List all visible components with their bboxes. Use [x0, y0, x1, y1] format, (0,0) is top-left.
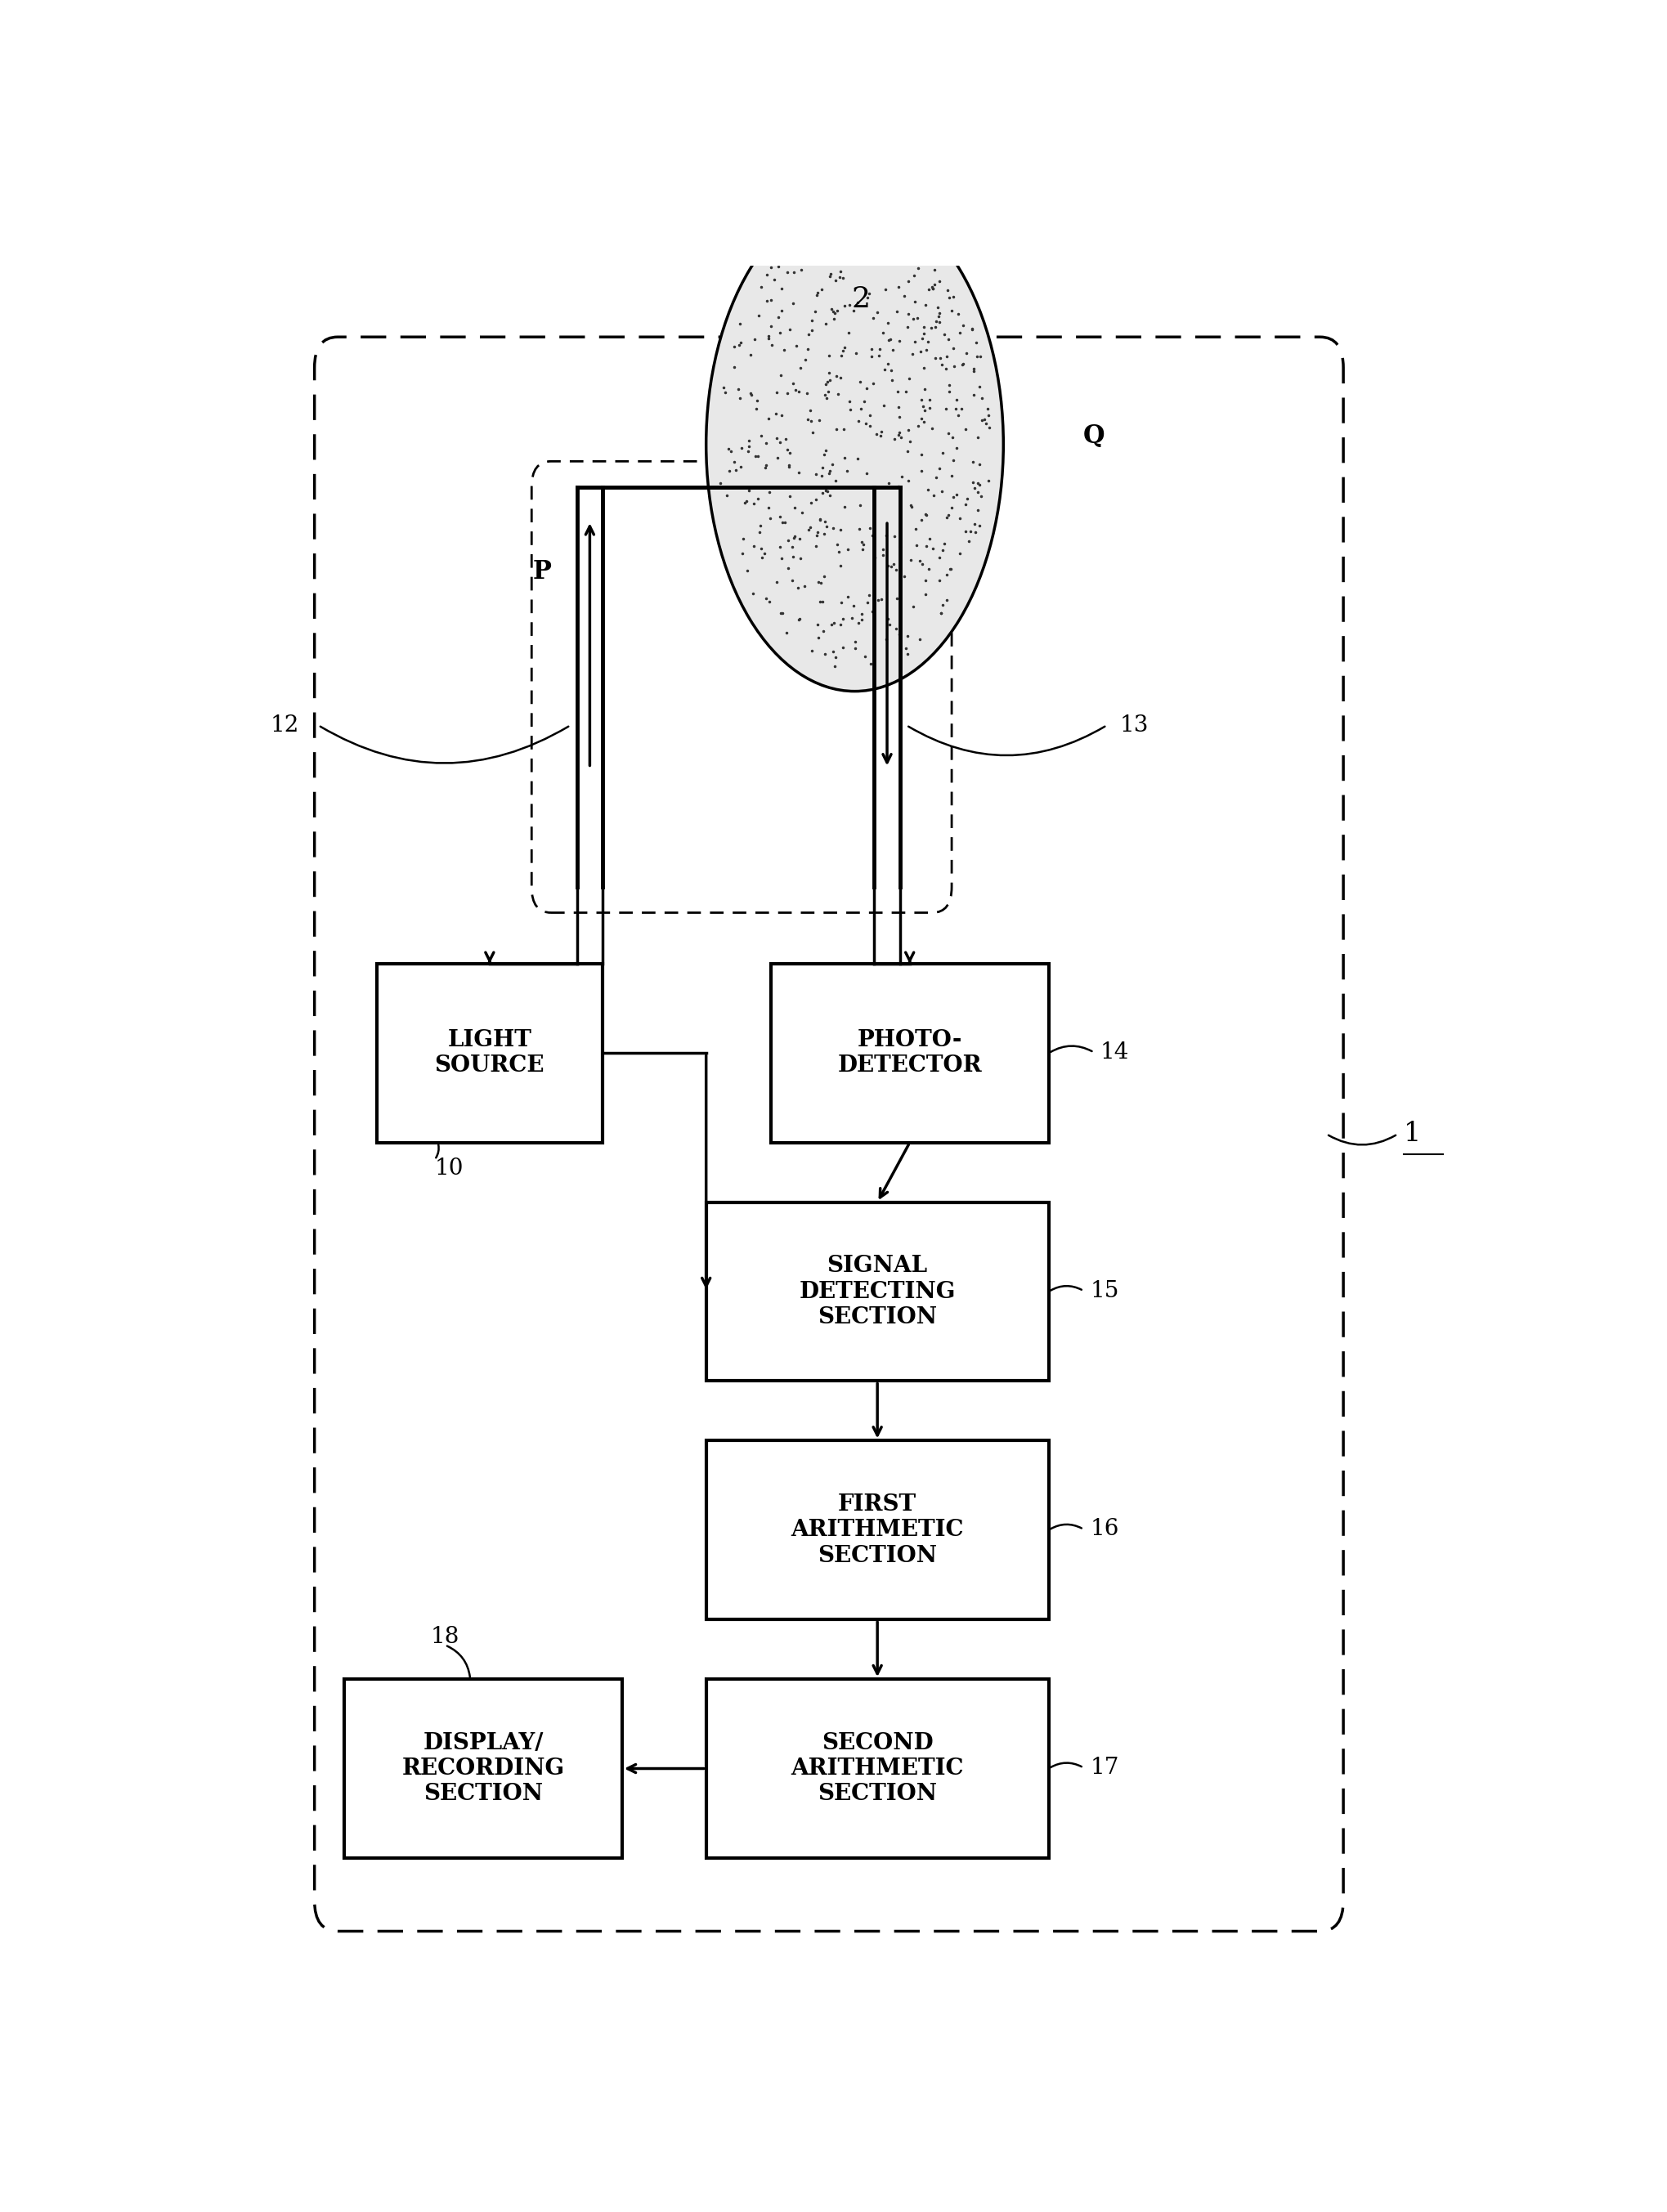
- Bar: [705, 1440, 1049, 1619]
- Text: 2: 2: [852, 285, 870, 314]
- Text: 15: 15: [1090, 1281, 1119, 1303]
- Ellipse shape: [705, 197, 1004, 690]
- Bar: [377, 964, 602, 1144]
- Text: 10: 10: [435, 1157, 463, 1179]
- Text: Q: Q: [1082, 422, 1104, 449]
- Text: SECOND
ARITHMETIC
SECTION: SECOND ARITHMETIC SECTION: [790, 1732, 964, 1805]
- Text: 16: 16: [1090, 1517, 1119, 1540]
- Bar: [705, 1203, 1049, 1380]
- Text: SIGNAL
DETECTING
SECTION: SIGNAL DETECTING SECTION: [798, 1254, 955, 1327]
- Bar: [705, 1679, 1049, 1858]
- Text: PHOTO-
DETECTOR: PHOTO- DETECTOR: [837, 1029, 982, 1077]
- Text: 17: 17: [1090, 1756, 1119, 1778]
- Bar: [343, 1679, 622, 1858]
- Text: 12: 12: [270, 714, 298, 737]
- Text: 1: 1: [1404, 1121, 1420, 1148]
- Text: LIGHT
SOURCE: LIGHT SOURCE: [435, 1029, 545, 1077]
- Text: FIRST
ARITHMETIC
SECTION: FIRST ARITHMETIC SECTION: [790, 1493, 964, 1566]
- Text: 18: 18: [430, 1626, 458, 1648]
- Text: 14: 14: [1100, 1042, 1129, 1064]
- Bar: [770, 964, 1049, 1144]
- Text: DISPLAY/
RECORDING
SECTION: DISPLAY/ RECORDING SECTION: [402, 1732, 565, 1805]
- Text: 13: 13: [1119, 714, 1149, 737]
- Text: P: P: [532, 560, 552, 584]
